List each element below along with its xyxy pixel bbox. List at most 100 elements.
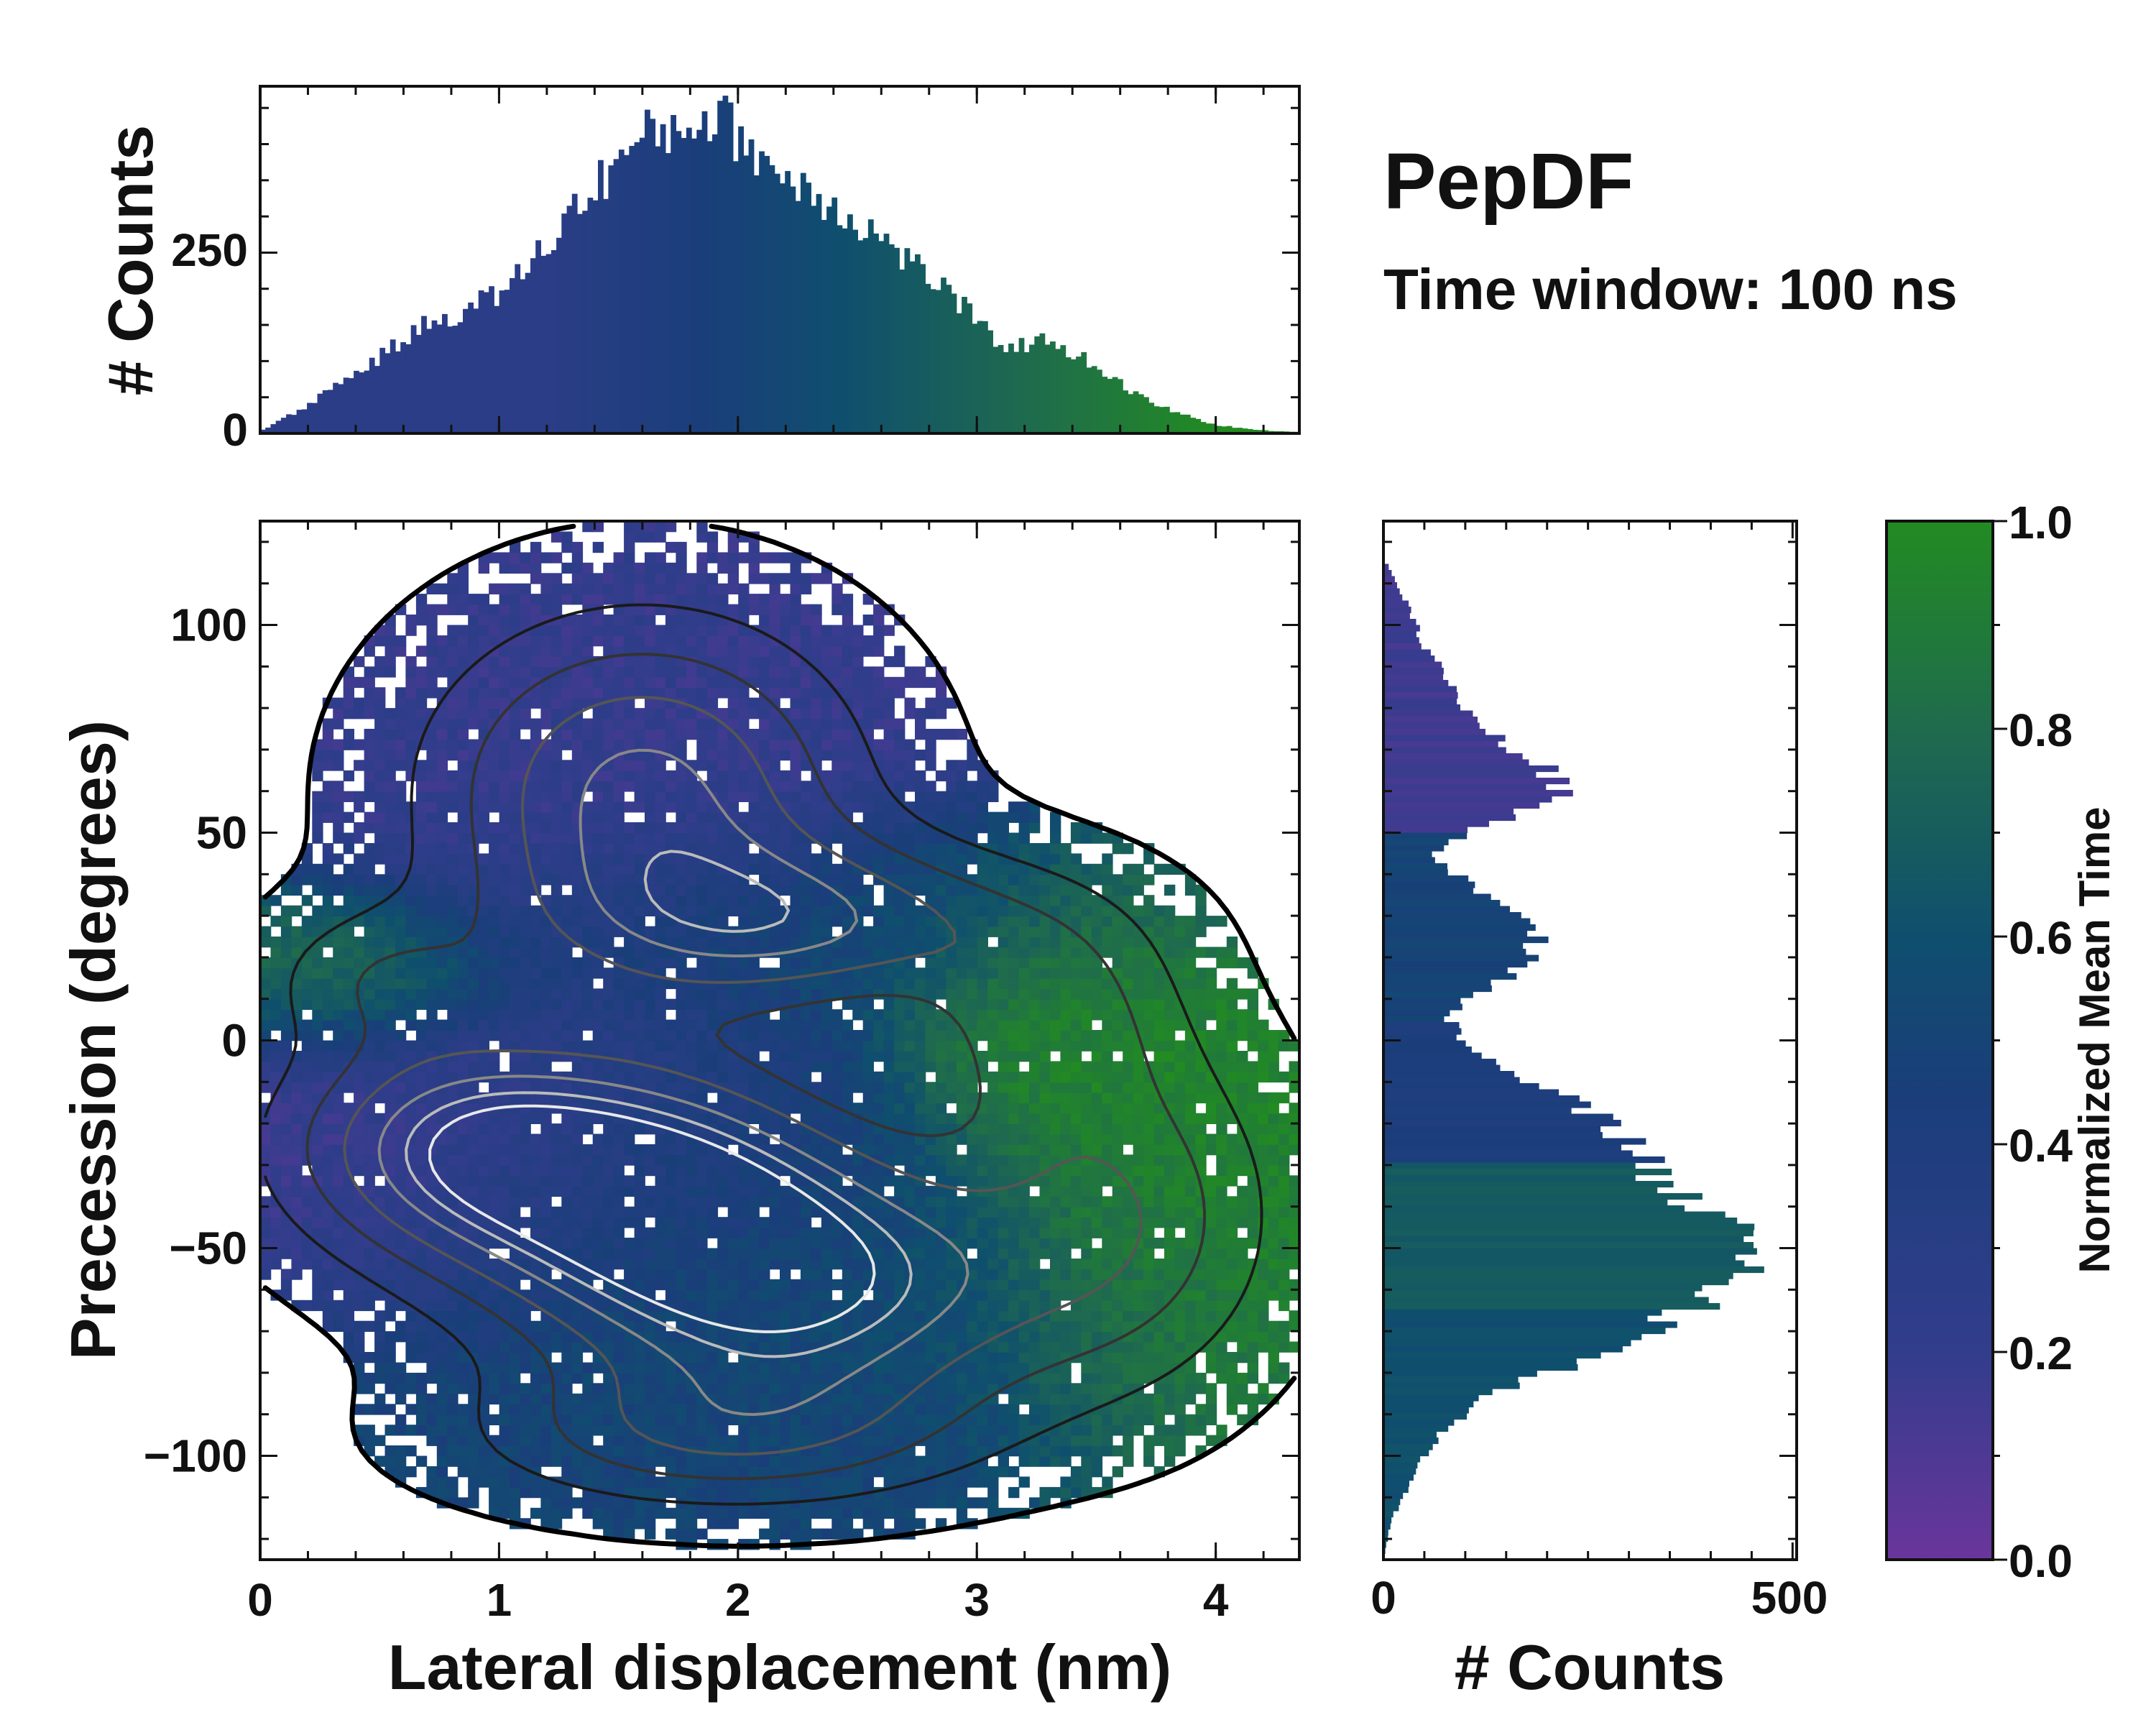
heatmap-cell [333,1051,344,1062]
heatmap-cell [821,1217,833,1228]
heatmap-cell [1195,1331,1207,1343]
heatmap-cell [499,1175,510,1187]
heatmap-cell [706,1455,719,1467]
heatmap-cell [457,1019,469,1031]
heatmap-cell [925,1362,936,1374]
heatmap-cell [946,1320,957,1332]
heatmap-cell [998,1009,1009,1021]
heatmap-cell [1081,1092,1092,1104]
heatmap-cell [706,1425,719,1436]
heatmap-cell [894,1082,906,1093]
heatmap-cell [1143,1217,1155,1228]
heatmap-cell [780,1206,791,1218]
heatmap-cell [645,1320,656,1332]
heatmap-cell [1205,1217,1217,1228]
heatmap-cell [769,988,780,1000]
heatmap-cell [634,1445,645,1457]
heatmap-cell [571,1320,584,1332]
heatmap-cell [706,1518,719,1530]
heatmap-cell [998,1300,1009,1312]
heatmap-cell [686,1082,698,1093]
heatmap-cell [780,1383,791,1394]
heatmap-cell [540,1175,552,1187]
heatmap-cell [571,1040,584,1052]
heatmap-cell [322,1051,334,1062]
heatmap-cell [550,1455,563,1467]
heatmap-cell [333,1113,344,1124]
top-histogram-bar [613,159,619,433]
heatmap-cell [967,1123,978,1135]
heatmap-cell [1050,998,1061,1010]
heatmap-cell [489,1289,500,1301]
heatmap-cell [800,1404,812,1415]
heatmap-cell [468,1164,479,1177]
heatmap-cell [436,1362,448,1374]
heatmap-cell [270,1123,282,1135]
heatmap-cell [1018,978,1030,990]
heatmap-cell [395,1206,407,1218]
heatmap-cell [1123,1133,1134,1145]
heatmap-cell [935,1269,947,1280]
heatmap-cell [676,1486,687,1499]
heatmap-cell [624,1341,635,1353]
heatmap-cell [1143,1259,1155,1270]
heatmap-cell [780,1217,791,1228]
heatmap-cell [1164,1019,1176,1031]
heatmap-cell [769,1206,780,1218]
heatmap-cell [520,1393,531,1405]
heatmap-cell [1247,1320,1258,1332]
top-histogram-bar [951,293,957,433]
heatmap-cell [1279,1196,1290,1208]
heatmap-cell [301,1061,313,1072]
heatmap-cell [1112,1123,1123,1135]
heatmap-cell [333,998,344,1010]
heatmap-cell [1060,1185,1072,1197]
heatmap-cell [280,967,292,979]
top-ytick-label-0: 0 [222,404,248,456]
heatmap-cell [1123,1300,1134,1312]
heatmap-cell [426,1393,438,1405]
heatmap-cell [1039,998,1051,1010]
heatmap-cell [987,1341,999,1353]
heatmap-cell [842,1435,854,1446]
heatmap-cell [1039,1175,1051,1187]
heatmap-cell [540,1269,552,1280]
heatmap-cell [333,1061,344,1072]
heatmap-cell [998,1092,1009,1104]
heatmap-cell [977,1383,988,1394]
heatmap-cell [727,1196,739,1208]
heatmap-cell [447,1300,459,1312]
heatmap-cell [987,1383,999,1394]
heatmap-cell [260,1144,272,1156]
heatmap-cell [1102,1269,1113,1280]
heatmap-cell [915,1341,926,1353]
heatmap-cell [1184,1341,1197,1353]
heatmap-cell [322,1071,334,1083]
heatmap-cell [1050,1238,1061,1249]
heatmap-cell [1153,1414,1165,1425]
heatmap-cell [987,1164,999,1177]
heatmap-cell [1018,1082,1030,1093]
heatmap-cell [821,1051,833,1062]
heatmap-cell [915,1310,926,1322]
heatmap-cell [1050,1040,1061,1052]
heatmap-cell [998,1259,1009,1270]
heatmap-cell [436,1341,448,1353]
top-histogram-bar [1252,430,1258,433]
heatmap-cell [1143,1030,1155,1041]
heatmap-cell [686,967,698,979]
heatmap-cell [1226,1320,1238,1332]
heatmap-cell [333,1227,344,1238]
heatmap-cell [987,1259,999,1270]
heatmap-cell [291,1164,303,1177]
heatmap-cell [946,1113,957,1124]
heatmap-cell [550,1497,563,1509]
heatmap-cell [987,1289,999,1301]
heatmap-cell [655,1383,666,1394]
heatmap-cell [1060,967,1072,979]
heatmap-cell [717,1196,729,1208]
heatmap-cell [655,1185,666,1197]
heatmap-cell [987,1414,999,1425]
heatmap-cell [1091,1061,1103,1072]
heatmap-cell [686,1009,698,1021]
